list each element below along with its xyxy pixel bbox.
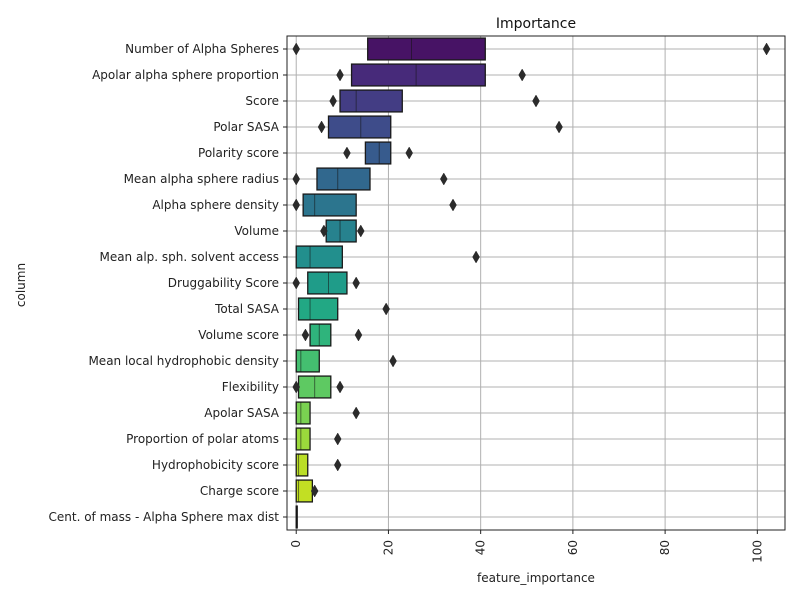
- box: [327, 115, 392, 139]
- box: [295, 427, 311, 451]
- outlier-point: [449, 198, 457, 212]
- y-tick-layer: Number of Alpha Spheres Apolar alpha sphe…: [49, 42, 287, 524]
- y-tick-label: Alpha sphere density: [152, 198, 279, 212]
- outlier-point: [292, 42, 301, 56]
- outlier-point: [405, 146, 413, 160]
- y-tick-label: Proportion of polar atoms: [126, 432, 279, 446]
- outlier-layer: [292, 42, 771, 498]
- y-tick-label: Volume: [234, 224, 279, 238]
- outlier-point: [439, 172, 448, 186]
- outlier-point: [310, 484, 319, 498]
- y-tick-label: Volume score: [198, 328, 279, 342]
- x-tick-label: 0: [289, 540, 303, 548]
- y-tick-label: Apolar alpha sphere proportion: [92, 68, 279, 82]
- y-tick-label: Mean alp. sph. solvent access: [99, 250, 279, 264]
- box: [295, 401, 311, 425]
- y-tick-label: Score: [245, 94, 279, 108]
- box: [364, 141, 392, 165]
- box: [295, 245, 343, 269]
- y-tick-label: Apolar SASA: [204, 406, 279, 420]
- outlier-point: [336, 68, 344, 82]
- y-tick-label: Mean alpha sphere radius: [124, 172, 279, 186]
- y-tick-label: Cent. of mass - Alpha Sphere max dist: [49, 510, 280, 524]
- x-tick-label: 80: [658, 540, 672, 555]
- outlier-point: [555, 120, 563, 134]
- box: [339, 89, 403, 113]
- y-tick-label: Charge score: [200, 484, 279, 498]
- outlier-point: [292, 276, 301, 290]
- outlier-point: [320, 224, 328, 238]
- outlier-point: [352, 406, 360, 420]
- x-tick-label: 100: [750, 540, 764, 563]
- box: [350, 63, 486, 87]
- box: [325, 219, 357, 243]
- outlier-point: [336, 380, 344, 394]
- box: [295, 349, 320, 373]
- x-axis-title: feature_importance: [477, 571, 595, 585]
- outlier-point: [333, 432, 342, 446]
- outlier-point: [472, 250, 480, 264]
- outlier-point: [356, 224, 365, 238]
- outlier-point: [354, 328, 363, 342]
- y-tick-label: Total SASA: [214, 302, 280, 316]
- box: [367, 37, 486, 61]
- x-tick-label: 20: [381, 540, 395, 555]
- y-tick-label: Polarity score: [198, 146, 279, 160]
- box: [297, 297, 339, 321]
- outlier-point: [292, 380, 301, 394]
- box: [302, 193, 357, 217]
- outlier-point: [301, 328, 310, 342]
- outlier-point: [292, 172, 301, 186]
- box-layer: [295, 37, 486, 529]
- outlier-point: [532, 94, 540, 108]
- outlier-point: [343, 146, 351, 160]
- outlier-point: [333, 458, 342, 472]
- y-tick-label: Flexibility: [222, 380, 279, 394]
- outlier-point: [329, 94, 337, 108]
- x-tick-label: 40: [474, 540, 488, 555]
- y-tick-label: Druggability Score: [168, 276, 279, 290]
- box: [307, 271, 348, 295]
- outlier-point: [292, 198, 301, 212]
- outlier-point: [317, 120, 326, 134]
- box: [316, 167, 371, 191]
- y-tick-label: Hydrophobicity score: [152, 458, 279, 472]
- outlier-point: [518, 68, 526, 82]
- chart-title: Importance: [496, 16, 576, 32]
- y-tick-label: Polar SASA: [213, 120, 279, 134]
- y-axis-title: column: [14, 263, 28, 307]
- y-tick-label: Number of Alpha Spheres: [125, 42, 279, 56]
- outlier-point: [762, 42, 771, 56]
- x-tick-label: 60: [566, 540, 580, 555]
- box: [309, 323, 332, 347]
- outlier-point: [352, 276, 360, 290]
- y-tick-label: Mean local hydrophobic density: [88, 354, 279, 368]
- x-tick-layer: 0 20 40 60 80 100: [289, 530, 764, 563]
- outlier-point: [382, 302, 390, 316]
- box: [295, 453, 309, 477]
- outlier-point: [389, 354, 397, 368]
